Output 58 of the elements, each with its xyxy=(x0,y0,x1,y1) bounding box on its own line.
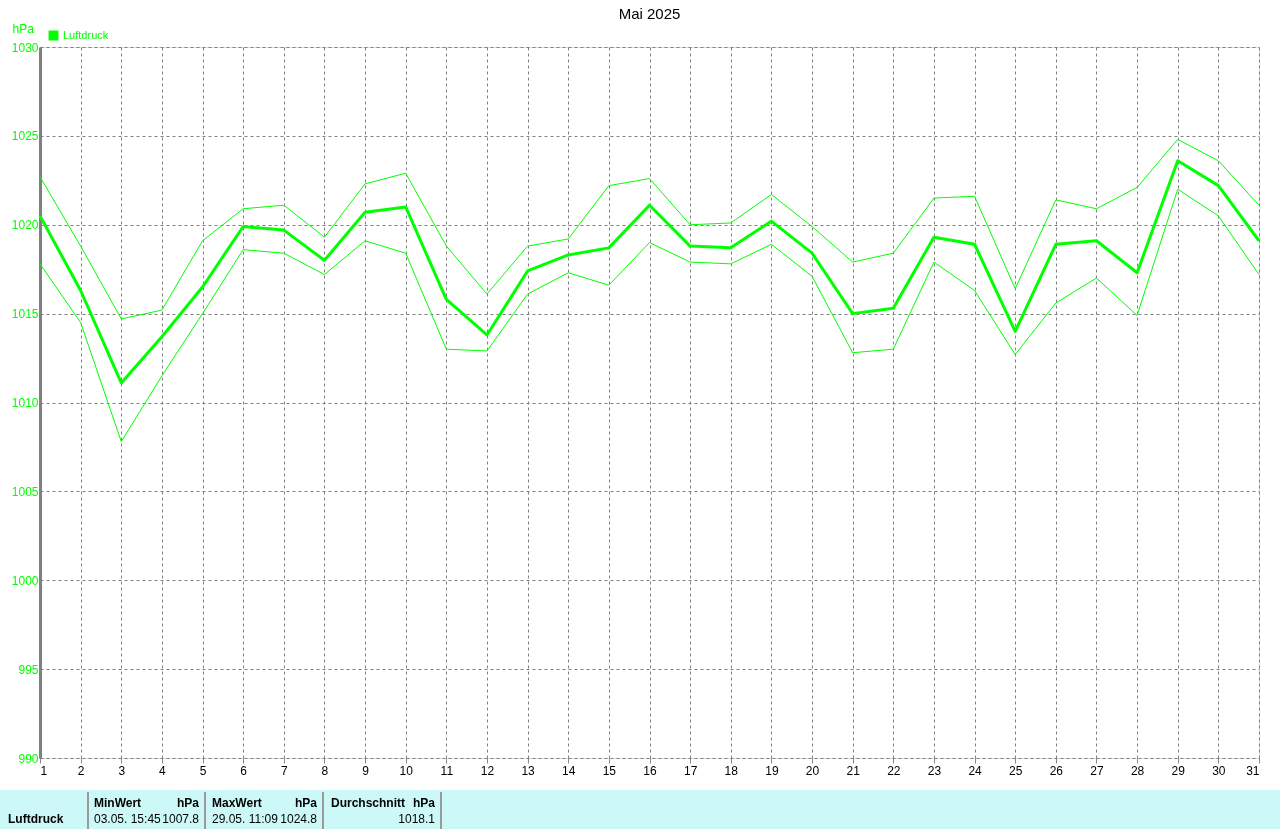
line-series xyxy=(38,159,1261,385)
x-tick-label: 1 xyxy=(40,763,48,778)
x-tick-label: 30 xyxy=(1212,763,1226,778)
legend-label: Luftdruck xyxy=(63,28,109,41)
x-tick-label: 17 xyxy=(683,763,698,778)
chart-title: Mai 2025 xyxy=(618,5,681,22)
text: 1007.8 xyxy=(162,812,200,826)
text: MinWert xyxy=(94,796,142,810)
x-tick-label: 11 xyxy=(440,763,454,778)
y-tick-label: 1005 xyxy=(11,484,39,499)
text: MaxWert xyxy=(212,796,262,810)
x-tick-label: 24 xyxy=(968,763,983,778)
text: hPa xyxy=(294,796,318,810)
x-tick-label: 4 xyxy=(159,763,167,778)
text: 03.05. 15:45 xyxy=(94,812,162,826)
x-tick-label: 14 xyxy=(562,763,576,778)
x-tick-label: 8 xyxy=(321,763,329,778)
text: 29.05. 11:09 xyxy=(212,812,279,826)
y-tick-label: 1025 xyxy=(11,129,39,144)
line-series xyxy=(39,138,1260,320)
y-axis-title: hPa xyxy=(12,21,35,36)
y-tick-label: 1010 xyxy=(11,396,39,410)
x-tick-label: 28 xyxy=(1130,763,1145,778)
x-tick-label: 27 xyxy=(1090,763,1104,778)
y-tick-label: 990 xyxy=(18,751,39,766)
x-tick-label: 15 xyxy=(602,763,617,778)
y-tick-label: 1015 xyxy=(11,307,39,322)
y-tick-label: 995 xyxy=(18,662,39,677)
x-tick-label: 16 xyxy=(643,763,657,778)
x-tick-label: 9 xyxy=(362,763,370,778)
x-tick-label: 19 xyxy=(765,763,779,778)
x-tick-label: 2 xyxy=(77,763,85,778)
text: 1024.8 xyxy=(280,812,318,826)
y-tick-label: 1030 xyxy=(11,40,39,55)
text: 1018.1 xyxy=(398,812,436,826)
text: Luftdruck xyxy=(8,812,64,826)
y-tick-label: 1000 xyxy=(11,573,39,588)
x-tick-label: 26 xyxy=(1049,763,1064,778)
x-tick-label: 6 xyxy=(240,763,248,778)
x-tick-label: 31 xyxy=(1246,763,1260,778)
text: hPa xyxy=(176,796,200,810)
text: Durchschnitt xyxy=(331,796,406,810)
x-tick-label: 10 xyxy=(399,763,414,778)
text: hPa xyxy=(412,796,436,810)
x-tick-label: 25 xyxy=(1009,763,1023,778)
line-series xyxy=(39,188,1260,443)
x-tick-label: 12 xyxy=(480,763,495,778)
x-tick-label: 23 xyxy=(927,763,942,778)
x-tick-label: 18 xyxy=(724,763,739,778)
x-tick-label: 20 xyxy=(805,763,820,778)
x-tick-label: 29 xyxy=(1171,763,1186,778)
y-tick-label: 1020 xyxy=(11,218,39,233)
x-tick-label: 5 xyxy=(199,763,207,778)
x-tick-label: 21 xyxy=(846,763,861,778)
x-tick-label: 3 xyxy=(118,763,126,778)
x-tick-label: 13 xyxy=(521,763,536,778)
x-tick-label: 22 xyxy=(887,763,901,778)
x-tick-label: 7 xyxy=(280,763,288,778)
